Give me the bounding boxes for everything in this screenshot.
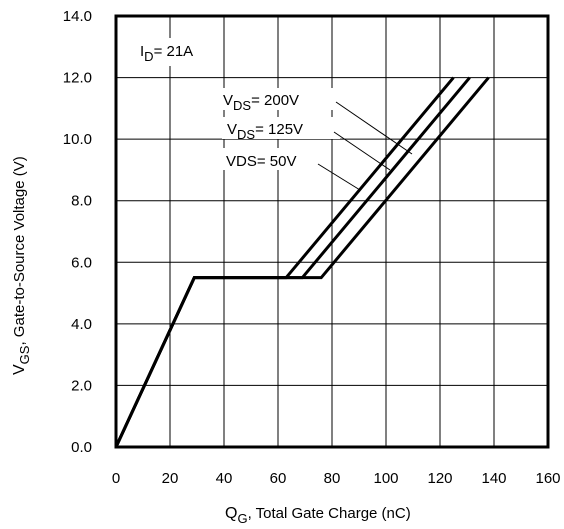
x-tick-label: 120	[427, 470, 452, 487]
series-label-200v: VDS= 200V	[223, 92, 299, 113]
condition-label: ID= 21A	[140, 43, 193, 64]
y-tick-label: 2.0	[71, 377, 92, 394]
leader-line-200v	[335, 101, 413, 155]
x-tick-label: 20	[162, 470, 179, 487]
y-tick-label: 12.0	[63, 70, 92, 87]
x-tick-label: 100	[373, 470, 398, 487]
series-annotations: VDS= 200V VDS= 125V VDS= 50V	[218, 88, 413, 191]
x-axis-title: QG, Total Gate Charge (nC)	[225, 505, 411, 526]
y-tick-label: 0.0	[71, 439, 92, 456]
plot-frame	[114, 14, 550, 449]
series-label-125v: VDS= 125V	[227, 121, 303, 142]
x-tick-label: 0	[112, 470, 120, 487]
series-lines	[114, 76, 490, 448]
y-tick-label: 6.0	[71, 254, 92, 271]
x-tick-label: 40	[216, 470, 233, 487]
x-tick-label: 60	[270, 470, 287, 487]
y-tick-label: 10.0	[63, 131, 92, 148]
series-line-50v	[114, 76, 490, 448]
y-axis-title: VGS, Gate-to-Source Voltage (V)	[11, 156, 32, 375]
x-tick-label: 160	[535, 470, 560, 487]
grid	[116, 16, 548, 447]
y-tick-label: 8.0	[71, 193, 92, 210]
x-tick-label: 80	[324, 470, 341, 487]
condition-label-bg	[136, 38, 212, 66]
leader-line-50v	[317, 163, 361, 191]
y-tick-labels: 0.0 2.0 4.0 6.0 8.0 10.0 12.0 14.0	[63, 8, 92, 456]
leader-line-125v	[333, 131, 391, 171]
series-label-50v: VDS= 50V	[226, 153, 296, 170]
y-tick-label: 4.0	[71, 316, 92, 333]
x-tick-label: 140	[481, 470, 506, 487]
x-tick-labels: 0 20 40 60 80 100 120 140 160	[112, 470, 561, 487]
y-tick-label: 14.0	[63, 8, 92, 25]
